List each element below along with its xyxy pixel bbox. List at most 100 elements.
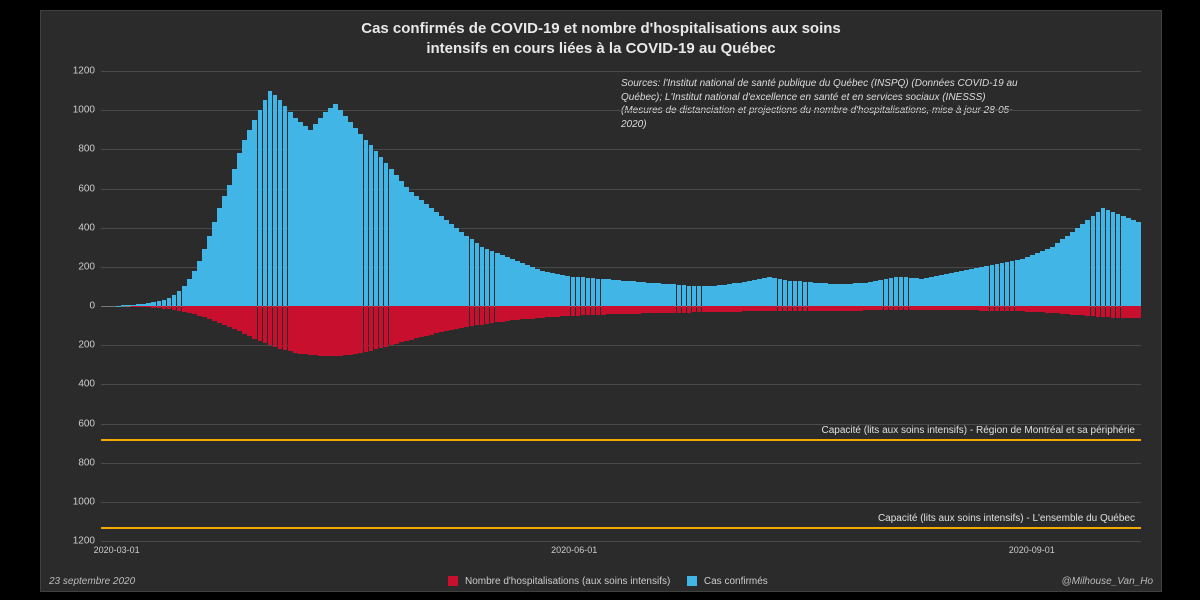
hosp-bar <box>530 306 535 319</box>
hosp-bar <box>914 306 919 310</box>
cases-bar <box>197 261 202 306</box>
hosp-bar <box>288 306 293 351</box>
cases-bar <box>762 278 767 306</box>
hosp-bar <box>207 306 212 319</box>
cases-bar <box>742 282 747 306</box>
hosp-bar <box>1045 306 1050 313</box>
legend-swatch-cases <box>687 576 697 586</box>
xtick-label: 2020-06-01 <box>551 545 597 555</box>
hosp-bar <box>878 306 883 310</box>
ytick-label: 400 <box>78 379 95 390</box>
cases-bar <box>1050 247 1055 306</box>
hosp-bar <box>318 306 323 356</box>
hosp-bar <box>157 306 162 308</box>
hosp-bar <box>197 306 202 316</box>
capacity-label: Capacité (lits aux soins intensifs) - L'… <box>878 513 1135 524</box>
hosp-bar <box>858 306 863 311</box>
hosp-bar <box>414 306 419 338</box>
hosp-bar <box>464 306 469 327</box>
hosp-bar <box>172 306 177 310</box>
ytick-label: 1000 <box>73 105 95 116</box>
hosp-bar <box>1060 306 1065 314</box>
cases-bar <box>374 151 379 306</box>
cases-bar <box>263 100 268 306</box>
cases-bar <box>348 122 353 306</box>
cases-bar <box>480 247 485 306</box>
cases-bar <box>894 277 899 306</box>
cases-bar <box>798 281 803 306</box>
cases-bar <box>646 283 651 307</box>
hosp-bar <box>328 306 333 356</box>
cases-bar <box>732 283 737 306</box>
capacity-line <box>101 439 1141 441</box>
cases-bar <box>515 261 520 306</box>
cases-bar <box>399 181 404 306</box>
cases-bar <box>712 286 717 306</box>
hosp-bar <box>717 306 722 312</box>
hosp-bar <box>283 306 288 350</box>
cases-bar <box>419 200 424 306</box>
hosp-bar <box>823 306 828 311</box>
cases-bar <box>550 273 555 306</box>
cases-bar <box>495 253 500 306</box>
hosp-bar <box>1020 306 1025 311</box>
cases-bar <box>464 236 469 307</box>
cases-bar <box>475 243 480 306</box>
cases-bar <box>247 130 252 306</box>
hosp-bar <box>1030 306 1035 312</box>
cases-bar <box>323 112 328 306</box>
cases-bar <box>682 285 687 306</box>
cases-bar <box>364 140 369 306</box>
hosp-bar <box>656 306 661 313</box>
cases-bar <box>641 282 646 306</box>
cases-bar <box>818 283 823 306</box>
hosp-bar <box>636 306 641 314</box>
cases-bar <box>288 112 293 306</box>
hosp-bar <box>232 306 237 329</box>
hosp-bar <box>934 306 939 310</box>
cases-bar <box>232 169 237 306</box>
hosp-bar <box>1065 306 1070 314</box>
hosp-bar <box>379 306 384 348</box>
hosp-bar <box>873 306 878 310</box>
cases-bar <box>278 100 283 306</box>
hosp-bar <box>444 306 449 331</box>
hosp-bar <box>813 306 818 311</box>
hosp-bar <box>1005 306 1010 311</box>
hosp-bar <box>899 306 904 310</box>
hosp-bar <box>278 306 283 349</box>
hosp-bar <box>596 306 601 315</box>
cases-bar <box>984 266 989 306</box>
hosp-bar <box>1126 306 1131 318</box>
hosp-bar <box>1116 306 1121 318</box>
hosp-bar <box>308 306 313 355</box>
hosp-bar <box>949 306 954 310</box>
hosp-bar <box>1015 306 1020 311</box>
cases-bar <box>939 275 944 306</box>
hosp-bar <box>742 306 747 311</box>
cases-bar <box>697 286 702 306</box>
hosp-bar <box>136 306 141 307</box>
cases-bar <box>439 216 444 306</box>
cases-bar <box>727 284 732 306</box>
hosp-bar <box>762 306 767 311</box>
hosp-bar <box>712 306 717 312</box>
cases-bar <box>444 220 449 306</box>
cases-bar <box>540 271 545 306</box>
cases-bar <box>1106 210 1111 306</box>
cases-bar <box>636 282 641 306</box>
hosp-bar <box>263 306 268 343</box>
cases-bar <box>576 277 581 306</box>
cases-bar <box>823 283 828 306</box>
cases-bar <box>121 305 126 306</box>
cases-bar <box>449 224 454 306</box>
hosp-bar <box>454 306 459 329</box>
hosp-bar <box>449 306 454 330</box>
cases-bar <box>1126 218 1131 306</box>
cases-bar <box>358 134 363 306</box>
cases-bar <box>530 267 535 306</box>
cases-bar <box>909 278 914 306</box>
hosp-bar <box>268 306 273 345</box>
cases-bar <box>1060 239 1065 306</box>
cases-bar <box>767 277 772 306</box>
